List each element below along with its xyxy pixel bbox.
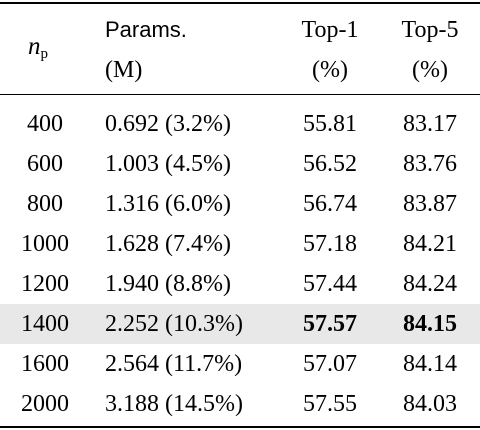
table-row: 1200 1.940 (8.8%) 57.44 84.24	[0, 264, 480, 304]
np-cell: 2000	[21, 391, 69, 417]
table-row: 800 1.316 (6.0%) 56.74 83.87	[0, 184, 480, 224]
top1-header-line2: (%)	[312, 57, 348, 83]
params-cell: 3.188 (14.5%)	[105, 391, 243, 417]
top1-cell: 57.57	[303, 311, 357, 337]
np-subscript: p	[40, 46, 49, 62]
table-row: 1600 2.564 (11.7%) 57.07 84.14	[0, 344, 480, 384]
params-cell: 1.940 (8.8%)	[105, 271, 231, 297]
params-cell: 2.564 (11.7%)	[105, 351, 243, 377]
top5-cell: 84.24	[403, 271, 457, 297]
np-cell: 1200	[21, 271, 69, 297]
table-row: 2000 3.188 (14.5%) 57.55 84.03	[0, 384, 480, 424]
top1-header-line1: Top-1	[301, 17, 359, 43]
np-cell: 1600	[21, 351, 69, 377]
top5-cell: 84.14	[403, 351, 457, 377]
table-row: 600 1.003 (4.5%) 56.52 83.76	[0, 144, 480, 184]
top5-header-line1: Top-5	[401, 17, 459, 43]
np-cell: 1000	[21, 231, 69, 257]
top1-cell: 56.52	[303, 151, 357, 177]
top5-cell: 84.03	[403, 391, 457, 417]
params-cell: 2.252 (10.3%)	[105, 311, 243, 337]
bottom-rule	[0, 426, 480, 428]
top-rule	[0, 2, 480, 4]
np-header: np	[28, 33, 48, 63]
top1-cell: 57.44	[303, 271, 357, 297]
params-header-line2: (M)	[105, 57, 143, 83]
params-header-line1: Params.	[105, 17, 187, 42]
np-cell: 400	[27, 111, 63, 137]
table-row: 400 0.692 (3.2%) 55.81 83.17	[0, 104, 480, 144]
header-rule	[0, 94, 480, 96]
table-row: 1400 2.252 (10.3%) 57.57 84.15	[0, 304, 480, 344]
params-cell: 1.628 (7.4%)	[105, 231, 231, 257]
top5-cell: 84.21	[403, 231, 457, 257]
np-symbol: n	[28, 33, 41, 60]
top1-cell: 57.07	[303, 351, 357, 377]
top1-cell: 55.81	[303, 111, 357, 137]
params-cell: 0.692 (3.2%)	[105, 111, 231, 137]
top1-cell: 57.55	[303, 391, 357, 417]
top1-cell: 57.18	[303, 231, 357, 257]
top1-cell: 56.74	[303, 191, 357, 217]
np-cell: 600	[27, 151, 63, 177]
top5-header-line2: (%)	[412, 57, 448, 83]
top5-cell: 83.76	[403, 151, 457, 177]
np-cell: 1400	[21, 311, 69, 337]
top5-cell: 83.17	[403, 111, 457, 137]
np-cell: 800	[27, 191, 63, 217]
top5-cell: 83.87	[403, 191, 457, 217]
params-cell: 1.316 (6.0%)	[105, 191, 231, 217]
table-row: 1000 1.628 (7.4%) 57.18 84.21	[0, 224, 480, 264]
params-cell: 1.003 (4.5%)	[105, 151, 231, 177]
top5-cell: 84.15	[403, 311, 457, 337]
